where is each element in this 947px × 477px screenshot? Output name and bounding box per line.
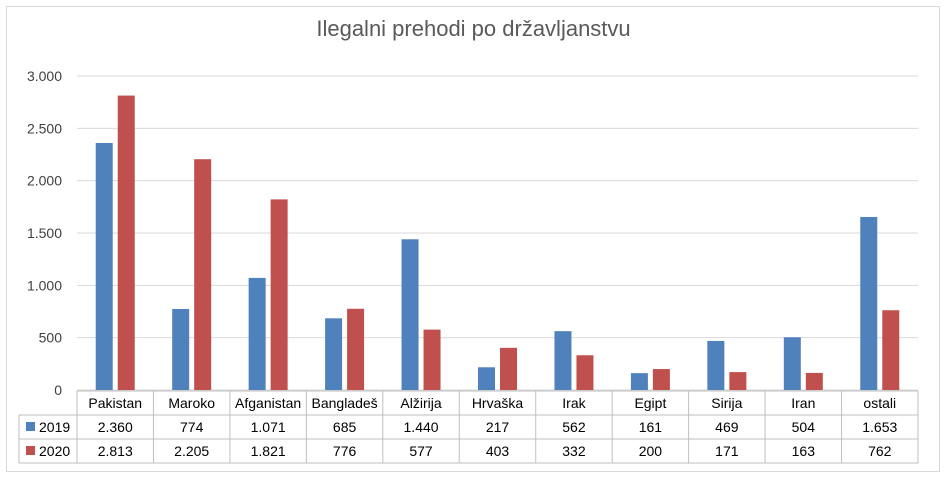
bar-2020 — [270, 199, 288, 390]
data-label: 685 — [333, 419, 357, 435]
data-label: 2.813 — [98, 443, 133, 459]
legend-swatch-2019 — [26, 422, 35, 431]
category-label: Afganistan — [235, 395, 301, 411]
bar-2019 — [478, 367, 495, 390]
data-label: 1.071 — [251, 419, 286, 435]
bar-2019 — [630, 373, 648, 390]
data-label: 774 — [180, 419, 204, 435]
bar-2019 — [783, 337, 801, 390]
data-label: 1.440 — [404, 419, 439, 435]
legend-label: 2019 — [39, 419, 70, 435]
category-label: Sirija — [711, 395, 742, 411]
category-label: Pakistan — [88, 395, 142, 411]
category-label: Alžirija — [400, 395, 441, 411]
legend-label: 2020 — [39, 443, 70, 459]
bar-2020 — [805, 372, 823, 390]
y-tick-label: 2.500 — [27, 120, 62, 136]
data-label: 1.821 — [251, 443, 286, 459]
y-tick-label: 0 — [54, 382, 62, 398]
bar-2020 — [576, 355, 594, 390]
data-label: 1.653 — [862, 419, 897, 435]
bar-2020 — [347, 308, 365, 390]
data-label: 504 — [792, 419, 816, 435]
bar-2020 — [117, 95, 135, 391]
category-label: Irak — [562, 395, 586, 411]
y-tick-label: 2.000 — [27, 173, 62, 189]
data-label: 762 — [868, 443, 892, 459]
chart-frame — [6, 6, 940, 472]
bar-2020 — [652, 369, 670, 390]
bar-2019 — [325, 318, 343, 390]
y-tick-label: 1.000 — [27, 277, 62, 293]
bar-2019 — [248, 277, 266, 390]
legend-swatch-2020 — [26, 446, 35, 455]
category-label: Iran — [791, 395, 815, 411]
category-label: Hrvaška — [472, 395, 524, 411]
bar-2020 — [729, 372, 747, 390]
data-label: 200 — [639, 443, 663, 459]
data-label: 577 — [409, 443, 433, 459]
data-label: 171 — [715, 443, 739, 459]
y-tick-label: 1.500 — [27, 225, 62, 241]
data-label: 217 — [486, 419, 510, 435]
bar-2019 — [172, 308, 190, 390]
data-label: 776 — [333, 443, 357, 459]
data-label: 332 — [562, 443, 586, 459]
y-tick-label: 500 — [39, 330, 63, 346]
data-label: 403 — [486, 443, 510, 459]
data-label: 469 — [715, 419, 739, 435]
category-label: Egipt — [634, 395, 666, 411]
data-label: 2.205 — [174, 443, 209, 459]
category-label: Maroko — [168, 395, 215, 411]
category-label: Bangladeš — [312, 395, 378, 411]
bar-2020 — [423, 329, 441, 390]
bar-2019 — [707, 340, 725, 390]
y-tick-label: 3.000 — [27, 68, 62, 84]
category-label: ostali — [863, 395, 896, 411]
bar-2019 — [860, 216, 878, 390]
data-label: 163 — [792, 443, 816, 459]
chart-title: Ilegalni prehodi po državljanstvu — [316, 16, 631, 41]
bar-2019 — [95, 142, 113, 390]
data-label: 562 — [562, 419, 586, 435]
bar-2019 — [401, 239, 419, 390]
bar-2020 — [882, 310, 900, 390]
data-label: 2.360 — [98, 419, 133, 435]
bar-2020 — [500, 347, 517, 390]
bar-2019 — [554, 331, 572, 390]
data-label: 161 — [639, 419, 663, 435]
bar-2020 — [194, 159, 212, 390]
